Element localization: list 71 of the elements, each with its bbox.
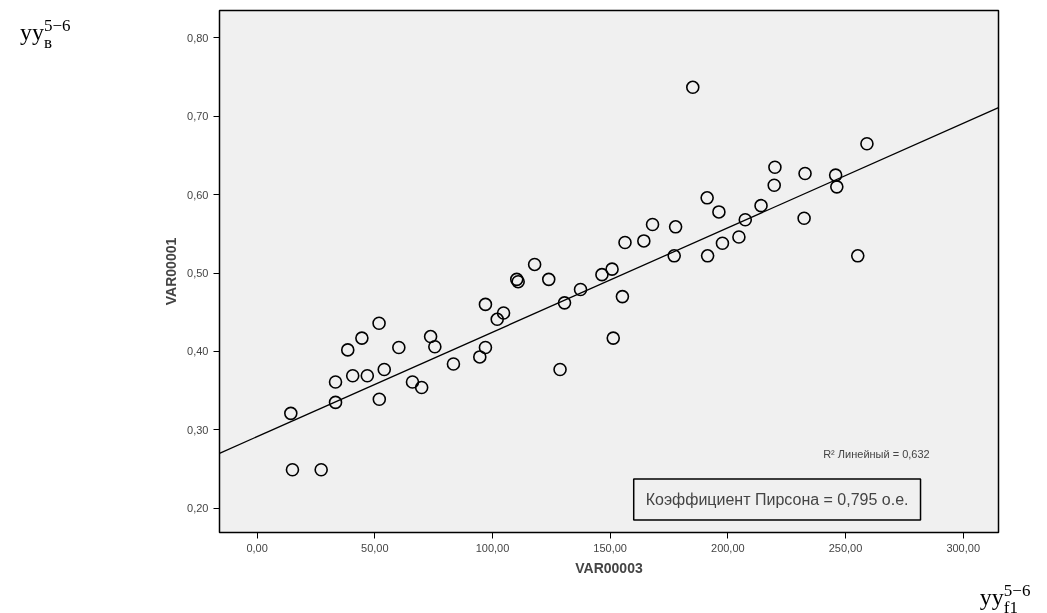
point bbox=[345, 368, 360, 383]
point bbox=[314, 463, 328, 477]
x-tick-label: 0,00 bbox=[246, 541, 268, 554]
point bbox=[738, 212, 753, 227]
point bbox=[668, 220, 683, 234]
point bbox=[850, 249, 865, 263]
point bbox=[340, 343, 355, 357]
point bbox=[715, 236, 730, 251]
point bbox=[712, 205, 726, 219]
point bbox=[605, 262, 619, 276]
point bbox=[685, 80, 700, 95]
x-tick-label: 50,00 bbox=[361, 541, 389, 554]
point bbox=[700, 249, 715, 263]
point bbox=[372, 316, 386, 331]
point bbox=[527, 257, 542, 272]
point bbox=[472, 350, 487, 364]
point bbox=[637, 234, 651, 248]
point bbox=[573, 282, 588, 297]
x-tick-label: 150,00 bbox=[593, 541, 628, 554]
point bbox=[645, 217, 660, 232]
point bbox=[541, 272, 556, 287]
point bbox=[478, 297, 493, 312]
point bbox=[797, 211, 811, 225]
point bbox=[355, 331, 369, 345]
x-tick-label: 300,00 bbox=[946, 541, 981, 554]
point bbox=[618, 235, 632, 250]
point bbox=[405, 375, 420, 389]
point bbox=[414, 380, 429, 395]
point bbox=[428, 339, 442, 354]
point bbox=[830, 180, 844, 194]
point bbox=[372, 392, 387, 407]
point bbox=[478, 340, 493, 355]
point bbox=[360, 368, 375, 383]
y-tick-label: 0,70 bbox=[187, 110, 209, 123]
point bbox=[392, 340, 406, 355]
x-axis-title: VAR00003 bbox=[575, 559, 643, 576]
point bbox=[754, 198, 768, 213]
point bbox=[553, 362, 567, 377]
point bbox=[328, 395, 343, 410]
point bbox=[490, 312, 505, 327]
point bbox=[798, 166, 812, 181]
point bbox=[284, 406, 298, 421]
point bbox=[615, 289, 630, 304]
point bbox=[606, 331, 621, 345]
point bbox=[700, 191, 714, 205]
point bbox=[860, 136, 874, 151]
y-tick-label: 0,30 bbox=[187, 423, 209, 436]
point bbox=[768, 160, 782, 175]
x-tick-label: 100,00 bbox=[475, 541, 510, 554]
point bbox=[423, 329, 438, 344]
point bbox=[446, 357, 461, 371]
point bbox=[732, 230, 746, 244]
annotation: R² Линейный = 0,632 bbox=[823, 448, 930, 461]
point bbox=[285, 463, 300, 477]
point bbox=[496, 306, 511, 320]
y-tick-label: 0,60 bbox=[187, 188, 209, 201]
point bbox=[377, 362, 392, 377]
point bbox=[667, 249, 681, 263]
annotation: Коэффициент Пирсона = 0,795 о.е. bbox=[645, 490, 909, 508]
y-axis-title: VAR00001 bbox=[163, 237, 180, 306]
point bbox=[595, 267, 609, 282]
point bbox=[557, 296, 572, 310]
y-tick-label: 0,20 bbox=[187, 502, 209, 515]
point bbox=[767, 178, 782, 193]
x-tick-label: 200,00 bbox=[711, 541, 745, 554]
point bbox=[828, 168, 843, 182]
x-tick-label: 250,00 bbox=[828, 541, 863, 554]
y-tick-label: 0,80 bbox=[187, 31, 209, 44]
point bbox=[328, 375, 343, 389]
y-tick-label: 0,40 bbox=[187, 345, 209, 358]
y-tick-label: 0,50 bbox=[187, 267, 209, 280]
